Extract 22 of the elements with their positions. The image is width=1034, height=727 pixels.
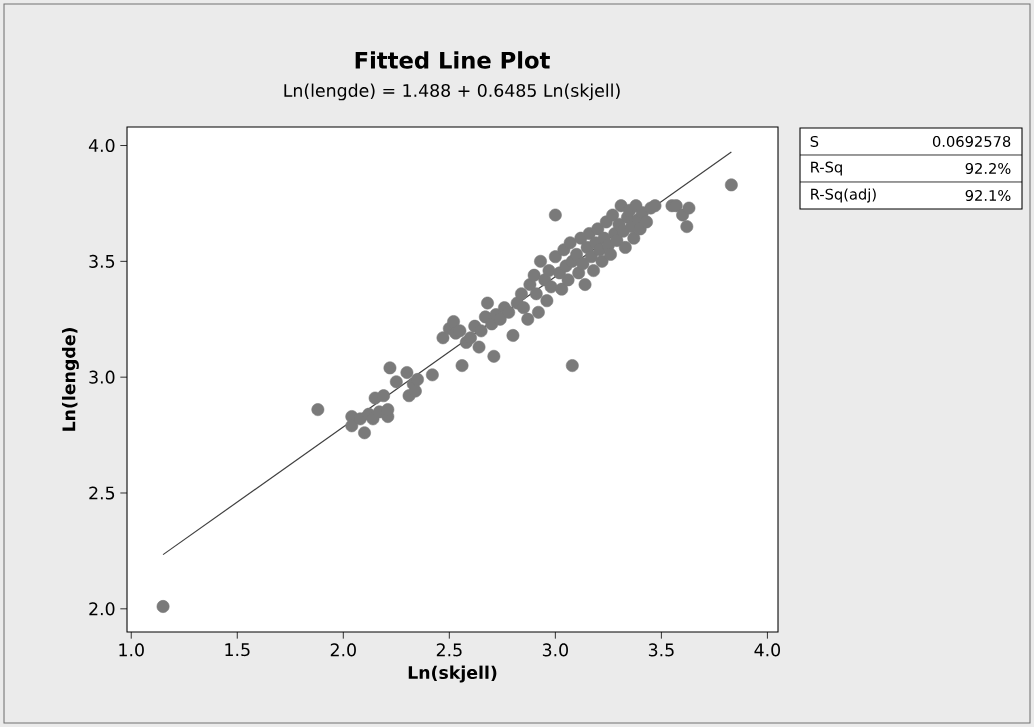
x-axis-title: Ln(skjell) bbox=[408, 665, 497, 683]
y-axis-title: Ln(lengde) bbox=[62, 328, 79, 431]
chart-subtitle: Ln(lengde) = 1.488 + 0.6485 Ln(skjell) bbox=[284, 83, 620, 101]
text: R-Sq bbox=[811, 161, 842, 176]
x-tick-label: 3.5 bbox=[648, 643, 674, 657]
x-tick-label: 1.5 bbox=[225, 643, 250, 657]
x-tick-label: 2.5 bbox=[436, 643, 462, 657]
x-tick-label: 4.0 bbox=[754, 643, 781, 657]
y-tick-label: 2.5 bbox=[89, 486, 115, 500]
y-tick-label: 3.5 bbox=[89, 254, 115, 268]
text: S bbox=[810, 135, 819, 148]
text: 0.0692578 bbox=[932, 135, 1011, 148]
chart-title: Fitted Line Plot bbox=[355, 51, 550, 69]
text: 92.2% bbox=[965, 162, 1011, 175]
y-tick-label: 4.0 bbox=[88, 138, 115, 153]
x-tick-label: 3.0 bbox=[542, 643, 568, 657]
y-tick-label: 2.0 bbox=[89, 602, 115, 616]
x-tick-label: 1.0 bbox=[119, 643, 144, 657]
text: 92.1% bbox=[965, 189, 1011, 202]
text: R-Sq(adj) bbox=[811, 188, 876, 203]
y-tick-label: 3.0 bbox=[89, 370, 115, 384]
x-tick-label: 2.0 bbox=[330, 643, 356, 657]
